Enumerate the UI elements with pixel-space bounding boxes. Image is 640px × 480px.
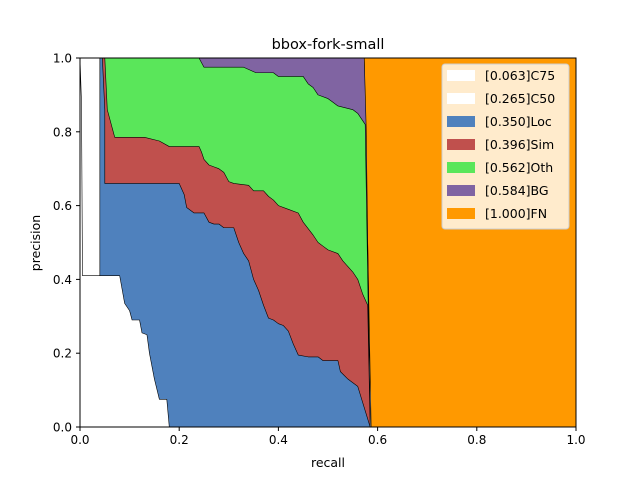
legend: [0.063]C75 [0.265]C50 [0.350]Loc [0.396]Sim… (441, 63, 570, 230)
legend-swatch (447, 139, 475, 150)
legend-swatch (447, 208, 475, 219)
y-tick-label: 0.6 (53, 199, 72, 213)
y-tick-label: 0.2 (53, 347, 72, 361)
legend-swatch (447, 70, 475, 81)
x-tick-label: 0.8 (467, 433, 486, 447)
legend-label: [0.396]Sim (485, 137, 554, 152)
area-series-group (79, 57, 577, 428)
legend-label: [0.562]Oth (485, 160, 553, 175)
y-axis: 0.0 0.2 0.4 0.6 0.8 1.0 (53, 52, 80, 435)
area-series-4 (79, 57, 371, 428)
legend-label: [1.000]FN (485, 206, 547, 221)
x-axis-label: recall (311, 455, 345, 470)
y-tick-label: 0.4 (53, 273, 72, 287)
y-tick-label: 0.8 (53, 125, 72, 139)
legend-swatch (447, 185, 475, 196)
legend-label: [0.063]C75 (485, 68, 555, 83)
y-tick-label: 0.0 (53, 421, 72, 435)
y-axis-label: precision (28, 215, 43, 271)
x-tick-label: 0.6 (368, 433, 387, 447)
legend-swatch (447, 162, 475, 173)
x-tick-label: 0.4 (269, 433, 288, 447)
y-tick-label: 1.0 (53, 52, 72, 66)
x-axis: 0.0 0.2 0.4 0.6 0.8 1.0 (70, 427, 586, 447)
chart-title: bbox-fork-small (272, 37, 385, 53)
x-tick-label: 1.0 (566, 433, 585, 447)
plot-frame (79, 57, 577, 428)
legend-swatch (447, 93, 475, 104)
area-series-6 (79, 57, 170, 428)
legend-label: [0.584]BG (485, 183, 549, 198)
legend-label: [0.265]C50 (485, 91, 555, 106)
legend-label: [0.350]Loc (485, 114, 552, 129)
legend-swatch (447, 116, 475, 127)
x-tick-label: 0.0 (70, 433, 89, 447)
x-tick-label: 0.2 (170, 433, 189, 447)
